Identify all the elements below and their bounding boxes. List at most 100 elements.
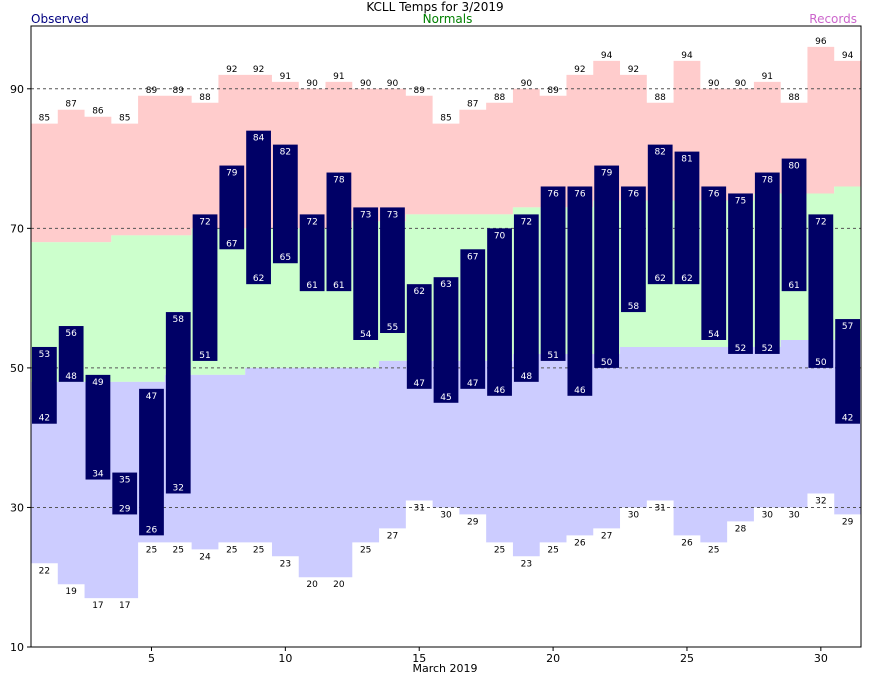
observed-low-label: 34 [92,470,104,480]
observed-bar [540,186,566,361]
observed-low-label: 52 [735,344,746,354]
observed-high-label: 76 [547,189,559,199]
record-low-label: 25 [494,545,505,555]
record-low-label: 29 [467,517,479,527]
record-low-label: 28 [735,524,747,534]
record-high-label: 90 [306,79,318,89]
observed-high-label: 63 [440,280,451,290]
observed-high-label: 76 [708,189,720,199]
observed-high-label: 72 [521,217,532,227]
observed-bar [433,277,459,403]
observed-bar [32,346,57,424]
record-low-label: 27 [387,531,398,541]
record-low-label: 25 [708,545,719,555]
observed-bar [781,158,807,292]
legend-normals: Normals [422,12,473,26]
observed-high-label: 56 [65,329,77,339]
chart-title: KCLL Temps for 3/2019 [366,0,504,14]
record-low-label: 27 [601,531,612,541]
observed-bar [621,186,646,313]
observed-high-label: 76 [628,189,640,199]
record-high-label: 89 [547,86,559,96]
x-tick-label: 20 [546,652,560,665]
observed-bar [835,319,860,424]
observed-low-label: 50 [601,358,613,368]
record-low-label: 31 [413,503,424,513]
record-low-label: 25 [146,545,157,555]
record-low-label: 26 [574,538,586,548]
legend-observed: Observed [31,12,89,26]
observed-low-label: 54 [360,330,372,340]
observed-low-label: 62 [681,274,692,284]
legend-records: Records [809,12,857,26]
record-high-label: 94 [681,51,693,61]
observed-low-label: 45 [440,393,451,403]
plot-frame [30,25,862,648]
record-high-label: 85 [119,114,130,124]
observed-bar [460,249,486,389]
x-tick-label: 5 [148,652,155,665]
x-tick-label: 10 [278,652,292,665]
observed-bar [594,165,620,368]
observed-high-label: 75 [735,196,746,206]
record-high-label: 87 [65,100,76,110]
record-high-label: 94 [601,51,613,61]
record-high-label: 86 [92,107,104,117]
observed-bar [353,207,379,340]
observed-low-label: 42 [39,414,50,424]
record-low-label: 22 [39,566,50,576]
record-low-label: 30 [628,510,640,520]
record-high-label: 92 [574,65,585,75]
record-high-label: 89 [146,86,158,96]
observed-low-label: 51 [199,351,210,361]
observed-high-label: 70 [494,231,506,241]
record-high-label: 92 [226,65,237,75]
observed-low-label: 26 [146,525,158,535]
observed-high-label: 57 [842,322,853,332]
observed-bar [139,388,164,536]
observed-high-label: 73 [387,210,398,220]
observed-low-label: 65 [280,253,291,263]
observed-low-label: 46 [574,386,586,396]
record-high-label: 85 [440,114,451,124]
observed-bar [567,186,593,396]
record-low-label: 25 [547,545,558,555]
observed-bar [647,144,673,285]
record-high-label: 90 [708,79,720,89]
observed-low-label: 61 [333,281,344,291]
y-tick-label: 10 [10,641,24,654]
observed-bar [754,172,780,354]
record-high-label: 90 [360,79,372,89]
y-tick-label: 50 [10,362,24,375]
record-high-label: 89 [173,86,185,96]
observed-high-label: 72 [306,217,317,227]
record-high-label: 91 [762,72,773,82]
observed-low-label: 62 [253,274,264,284]
record-low-label: 25 [173,545,184,555]
observed-low-label: 42 [842,414,853,424]
record-high-label: 87 [467,100,478,110]
x-tick-label: 25 [680,652,694,665]
record-low-label: 25 [253,545,264,555]
record-low-label: 23 [280,559,291,569]
record-low-label: 26 [681,538,693,548]
observed-low-label: 62 [654,274,665,284]
observed-low-label: 48 [65,372,77,382]
record-high-label: 85 [39,114,50,124]
observed-bar [85,374,111,480]
record-low-label: 25 [360,545,371,555]
observed-low-label: 67 [226,239,237,249]
record-low-label: 24 [199,552,211,562]
observed-bar [58,326,84,382]
record-low-band [31,339,861,599]
y-tick-label: 90 [10,83,24,96]
record-high-label: 96 [815,37,827,47]
record-low-label: 30 [440,510,452,520]
record-high-label: 92 [253,65,264,75]
record-high-label: 90 [387,79,399,89]
x-tick-label: 15 [412,652,426,665]
record-low-label: 20 [306,580,318,590]
observed-bar [701,186,727,340]
observed-low-label: 61 [306,281,317,291]
record-high-label: 92 [628,65,639,75]
